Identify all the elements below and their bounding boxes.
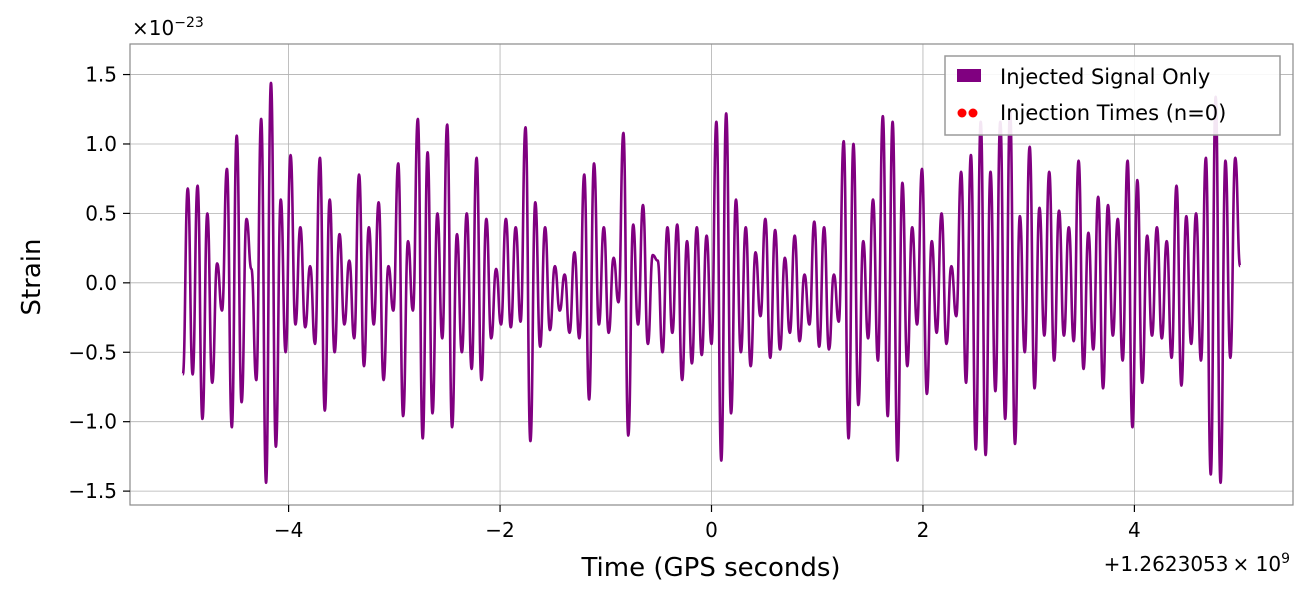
x-axis: −4 −2 0 2 4 (274, 505, 1141, 542)
legend: Injected Signal Only Injection Times (n=… (944, 55, 1281, 136)
x-tick-label: −4 (274, 518, 303, 542)
x-tick-label: 4 (1128, 518, 1141, 542)
legend-swatch-injected-signal (957, 69, 981, 82)
x-axis-label: Time (GPS seconds) (580, 553, 840, 583)
x-offset-exp: 9 (1281, 551, 1290, 567)
series-layer (181, 81, 1242, 485)
y-tick-label: 1.0 (85, 132, 117, 156)
legend-dot-injection-times-b (968, 108, 978, 118)
x-tick-label: 0 (705, 518, 718, 542)
y-tick-label: 0.0 (85, 271, 117, 295)
x-offset-value: +1.2623053 (1104, 552, 1229, 576)
x-tick-label: −2 (485, 518, 514, 542)
x-offset-times: × 10 (1233, 552, 1282, 576)
y-axis: −1.5 −1.0 −0.5 0.0 0.5 1.0 1.5 (68, 63, 130, 503)
series-line-injected-signal (181, 81, 1242, 485)
legend-frame (944, 55, 1281, 136)
y-tick-label: −0.5 (68, 340, 117, 364)
y-scale-base: ×10 (132, 16, 174, 40)
y-tick-label: 1.5 (85, 63, 117, 87)
y-tick-label: −1.5 (68, 479, 117, 503)
x-offset-label: +1.2623053 × 109 (1104, 551, 1290, 576)
y-axis-label: Strain (17, 238, 47, 315)
legend-dot-injection-times-a (957, 108, 967, 118)
y-tick-label: 0.5 (85, 201, 117, 225)
legend-label-injection-times: Injection Times (n=0) (1000, 101, 1226, 125)
y-tick-label: −1.0 (68, 410, 117, 434)
x-tick-label: 2 (917, 518, 930, 542)
legend-label-injected-signal: Injected Signal Only (1000, 65, 1210, 89)
y-scale-exp: −23 (174, 15, 204, 31)
y-scale-factor: ×10−23 (132, 15, 204, 40)
